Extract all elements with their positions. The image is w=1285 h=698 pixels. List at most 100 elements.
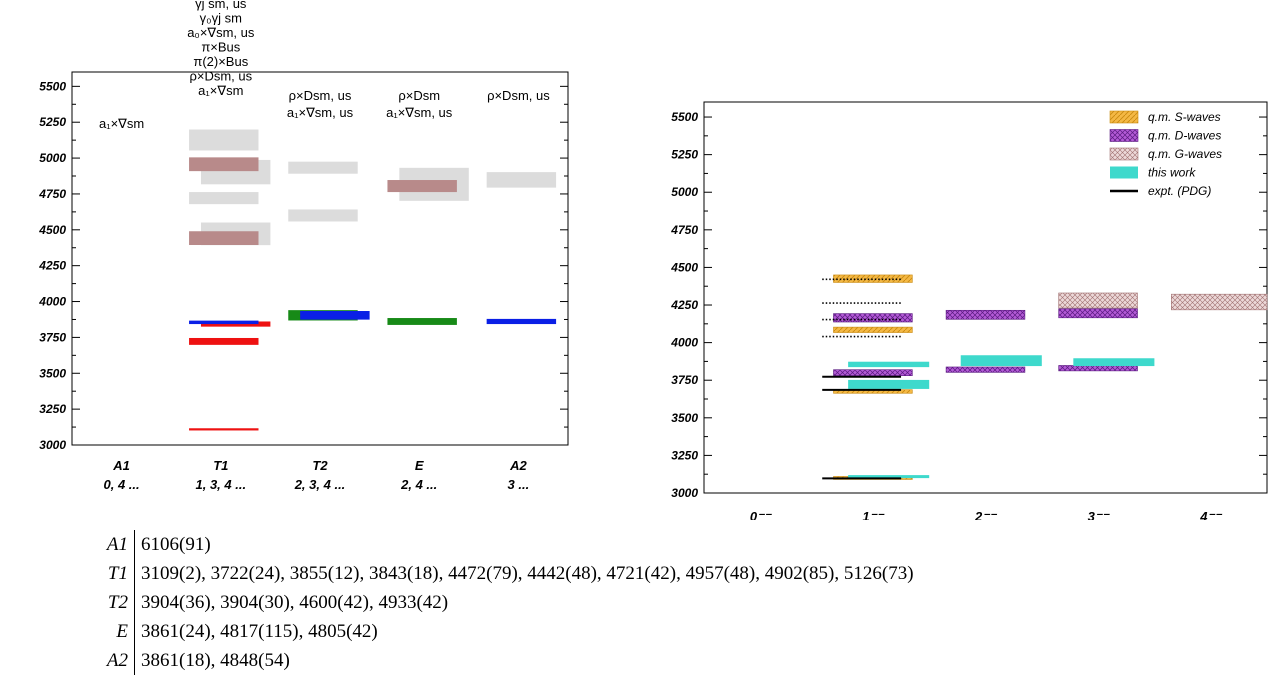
left-ytick-label: 3500: [39, 366, 66, 380]
right-ytick-label: 3000: [671, 486, 698, 500]
left-irrep-label: T2: [312, 458, 328, 473]
right-band-S: [833, 326, 913, 333]
right-ytick-label: 4000: [670, 336, 698, 350]
right-ytick-label: 3750: [671, 373, 698, 387]
left-band-brown: [387, 180, 457, 193]
right-ytick-label: 4250: [670, 298, 698, 312]
left-band-red: [189, 428, 259, 431]
left-band-blue: [486, 318, 557, 325]
left-irrep-label: T1: [213, 458, 228, 473]
right-band-D: [945, 309, 1026, 320]
left-ytick-label: 4750: [38, 187, 66, 201]
left-spin-label: 0, 4 ...: [104, 477, 140, 492]
table-row-label: E: [92, 617, 135, 646]
legend-label: expt. (PDG): [1148, 184, 1211, 198]
table-row: A1 6106(91): [92, 530, 914, 559]
left-ytick-label: 3000: [39, 438, 66, 452]
left-operator-label: ρ×Dsm: [398, 88, 440, 103]
right-band-D: [945, 366, 1026, 373]
left-chart: 3000 3250 3500 3750 4000 4250 4500 4750 5000 5250…: [38, 0, 569, 492]
right-band-D: [833, 313, 913, 323]
left-operator-label: γj sm, us: [195, 0, 247, 11]
left-band-grey: [189, 129, 259, 151]
left-ytick-label: 4000: [38, 295, 66, 309]
right-band-W: [960, 355, 1042, 367]
legend-label: q.m. S-waves: [1148, 110, 1221, 124]
right-category-label: 2⁻⁻: [974, 509, 998, 520]
table-row-label: A2: [92, 646, 135, 675]
left-operator-label: π×Bus: [201, 40, 240, 55]
left-spin-label: 2, 4 ...: [400, 477, 437, 492]
right-band-G: [1058, 292, 1138, 309]
right-ytick-label: 3500: [671, 411, 698, 425]
left-band-blue: [189, 320, 259, 325]
right-band-W: [1073, 358, 1155, 367]
right-category-label: 3⁻⁻: [1088, 509, 1111, 520]
left-band-grey: [486, 172, 557, 188]
table-row-label: A1: [92, 530, 135, 559]
right-chart: 3000 3250 3500 3750 4000 4250 4500 4750 5000 5250…: [670, 101, 1268, 520]
table-row: E 3861(24), 4817(115), 4805(42): [92, 617, 914, 646]
left-operator-label: a₀×∇sm, us: [187, 25, 255, 40]
table-row-values: 3109(2), 3722(24), 3855(12), 3843(18), 4…: [141, 563, 914, 584]
left-band-brown: [189, 231, 259, 246]
table-row-values: 3904(36), 3904(30), 4600(42), 4933(42): [141, 592, 449, 613]
right-band-D: [1058, 308, 1138, 319]
left-operator-label: ρ×Dsm, us: [289, 88, 352, 103]
legend-swatch-S: [1109, 110, 1139, 124]
left-operator-label: ρ×Dsm, us: [487, 88, 550, 103]
legend-swatch-W: [1110, 166, 1138, 179]
results-table: A1 6106(91) T1 3109(2), 3722(24), 3855(12),…: [92, 530, 914, 675]
left-ytick-label: 3250: [39, 402, 66, 416]
left-irrep-label: E: [415, 458, 424, 473]
right-ytick-label: 5000: [671, 185, 698, 199]
right-category-label: 4⁻⁻: [1199, 509, 1223, 520]
left-irrep-label: A1: [112, 458, 130, 473]
left-ytick-label: 3750: [39, 330, 66, 344]
right-ytick-label: 5250: [671, 148, 698, 162]
table-row: A2 3861(18), 4848(54): [92, 646, 914, 675]
table-row-label: T2: [92, 588, 135, 617]
left-band-brown: [189, 157, 259, 172]
left-ytick-label: 5000: [39, 151, 66, 165]
left-band-blue: [300, 311, 370, 320]
left-operator-label: a₁×∇sm: [99, 116, 144, 131]
right-ytick-label: 4750: [670, 223, 698, 237]
left-spin-label: 2, 3, 4 ...: [294, 477, 346, 492]
legend-label: q.m. G-waves: [1148, 147, 1222, 161]
legend-label: this work: [1148, 166, 1196, 180]
left-spin-label: 1, 3, 4 ...: [196, 477, 247, 492]
table-row-values: 6106(91): [141, 534, 211, 555]
left-operator-label: a₁×∇sm, us: [386, 105, 453, 120]
right-band-W: [848, 361, 930, 368]
left-band-red: [189, 337, 259, 345]
left-ytick-label: 5500: [39, 79, 66, 93]
left-ytick-label: 4250: [38, 259, 66, 273]
right-band-W: [848, 379, 930, 389]
legend-swatch-G: [1109, 147, 1139, 161]
table-row: T1 3109(2), 3722(24), 3855(12), 3843(18),…: [92, 559, 914, 588]
right-band-D: [833, 369, 913, 376]
table-row-values: 3861(24), 4817(115), 4805(42): [141, 621, 378, 642]
left-band-green: [387, 318, 457, 325]
left-operator-label: γ₀γj sm: [200, 11, 242, 26]
left-ytick-label: 5250: [39, 115, 66, 129]
left-plot-frame: [71, 71, 569, 446]
left-operator-label: ρ×Dsm, us: [189, 69, 252, 84]
left-irrep-label: A2: [509, 458, 527, 473]
left-operator-label: a₁×∇sm: [198, 83, 243, 98]
right-ytick-label: 3250: [671, 448, 698, 462]
table-row-values: 3861(18), 4848(54): [141, 650, 290, 671]
left-band-grey: [288, 209, 358, 222]
right-band-D: [1058, 365, 1138, 372]
left-operator-label: a₁×∇sm, us: [287, 105, 354, 120]
left-band-grey: [288, 161, 358, 174]
left-spin-label: 3 ...: [508, 477, 530, 492]
left-band-grey: [189, 192, 259, 205]
left-operator-label: π(2)×Bus: [193, 54, 248, 69]
right-category-label: 1⁻⁻: [862, 509, 885, 520]
right-category-label: 0⁻⁻: [750, 509, 773, 520]
right-band-G: [1170, 293, 1268, 311]
right-ytick-label: 5500: [671, 110, 698, 124]
legend-label: q.m. D-waves: [1148, 129, 1221, 143]
